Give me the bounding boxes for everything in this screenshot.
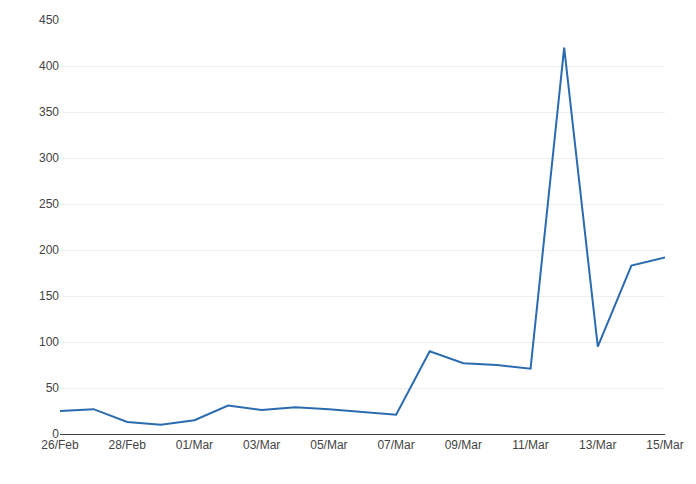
svg-text:11/Mar: 11/Mar xyxy=(512,438,548,452)
svg-text:28/Feb: 28/Feb xyxy=(109,438,147,452)
svg-text:450: 450 xyxy=(39,13,59,27)
svg-text:03/Mar: 03/Mar xyxy=(243,438,280,452)
svg-text:05/Mar: 05/Mar xyxy=(310,438,347,452)
svg-text:07/Mar: 07/Mar xyxy=(377,438,414,452)
svg-text:15/Mar: 15/Mar xyxy=(646,438,683,452)
svg-text:13/Mar: 13/Mar xyxy=(579,438,616,452)
svg-text:26/Feb: 26/Feb xyxy=(41,438,79,452)
svg-text:09/Mar: 09/Mar xyxy=(445,438,482,452)
svg-text:50: 50 xyxy=(46,381,60,395)
svg-text:400: 400 xyxy=(39,59,59,73)
svg-text:200: 200 xyxy=(39,243,59,257)
svg-text:100: 100 xyxy=(39,335,59,349)
svg-text:0: 0 xyxy=(52,427,59,441)
svg-text:350: 350 xyxy=(39,105,59,119)
svg-text:01/Mar: 01/Mar xyxy=(176,438,213,452)
svg-text:300: 300 xyxy=(39,151,59,165)
svg-text:150: 150 xyxy=(39,289,59,303)
svg-text:250: 250 xyxy=(39,197,59,211)
